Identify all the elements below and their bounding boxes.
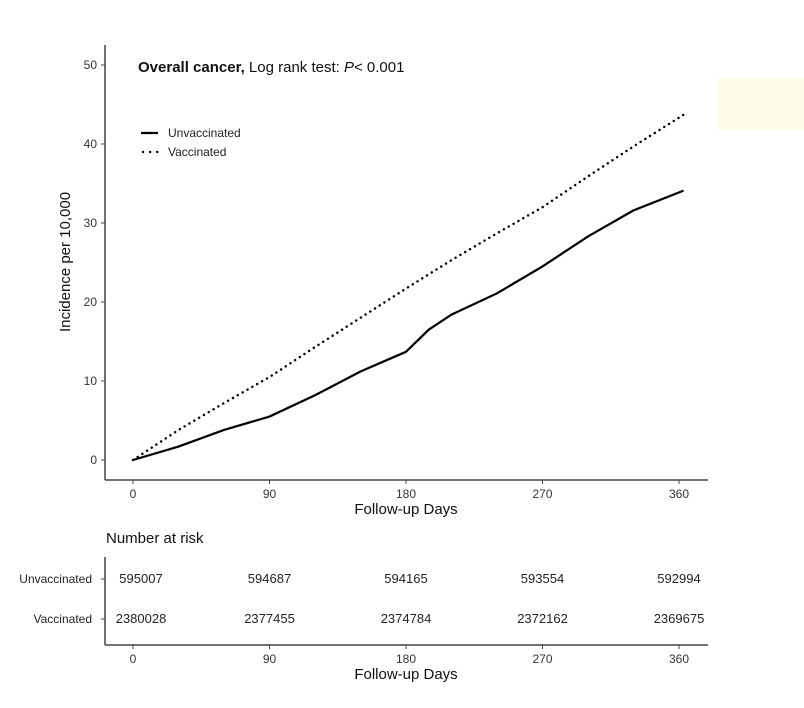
risk-x-tick-label: 180: [396, 652, 416, 666]
title-p-value: < 0.001: [354, 59, 404, 76]
series-line-unvaccinated: [132, 189, 684, 462]
risk-x-tick-label: 0: [130, 652, 137, 666]
title-p-symbol: P: [344, 59, 354, 76]
risk-value: 594687: [248, 571, 291, 586]
risk-value: 2380028: [116, 611, 167, 626]
x-axis-label: Follow-up Days: [354, 501, 457, 518]
legend-label: Unvaccinated: [168, 126, 241, 140]
series-line-vaccinated: [131, 113, 685, 462]
risk-row-label: Unvaccinated: [19, 572, 92, 586]
highlight-box: [718, 78, 804, 130]
y-tick-label: 10: [84, 374, 98, 388]
y-axis-label: Incidence per 10,000: [57, 192, 74, 332]
risk-x-tick-label: 270: [532, 652, 552, 666]
title-test: Log rank test:: [245, 59, 344, 76]
risk-x-axis-label: Follow-up Days: [354, 666, 457, 683]
y-tick-label: 0: [90, 453, 97, 467]
y-tick-label: 40: [84, 137, 98, 151]
risk-value: 594165: [384, 571, 427, 586]
y-tick-label: 50: [84, 58, 98, 72]
risk-x-tick-label: 90: [263, 652, 277, 666]
risk-value: 2369675: [654, 611, 705, 626]
x-tick-label: 0: [130, 487, 137, 501]
risk-value: 592994: [657, 571, 700, 586]
risk-x-tick-label: 360: [669, 652, 689, 666]
x-tick-label: 270: [532, 487, 552, 501]
y-tick-label: 30: [84, 216, 98, 230]
chart-title: Overall cancer, Log rank test: P< 0.001: [138, 59, 404, 76]
risk-table: Number at risk Unvaccinated 595007 594687 59…: [19, 530, 708, 683]
risk-value: 595007: [119, 571, 162, 586]
risk-value: 2374784: [381, 611, 432, 626]
x-tick-label: 90: [263, 487, 277, 501]
title-bold: Overall cancer,: [138, 59, 245, 76]
x-tick-label: 180: [396, 487, 416, 501]
risk-row-label: Vaccinated: [34, 612, 92, 626]
x-tick-label: 360: [669, 487, 689, 501]
y-tick-label: 20: [84, 295, 98, 309]
risk-table-title: Number at risk: [106, 530, 204, 547]
legend-label: Vaccinated: [168, 145, 226, 159]
risk-value: 2377455: [244, 611, 295, 626]
main-plot: 0 10 20 30 40 50 0 90 180 270 360 Follow-up Days Inc…: [57, 45, 708, 518]
risk-value: 593554: [521, 571, 564, 586]
risk-value: 2372162: [517, 611, 568, 626]
